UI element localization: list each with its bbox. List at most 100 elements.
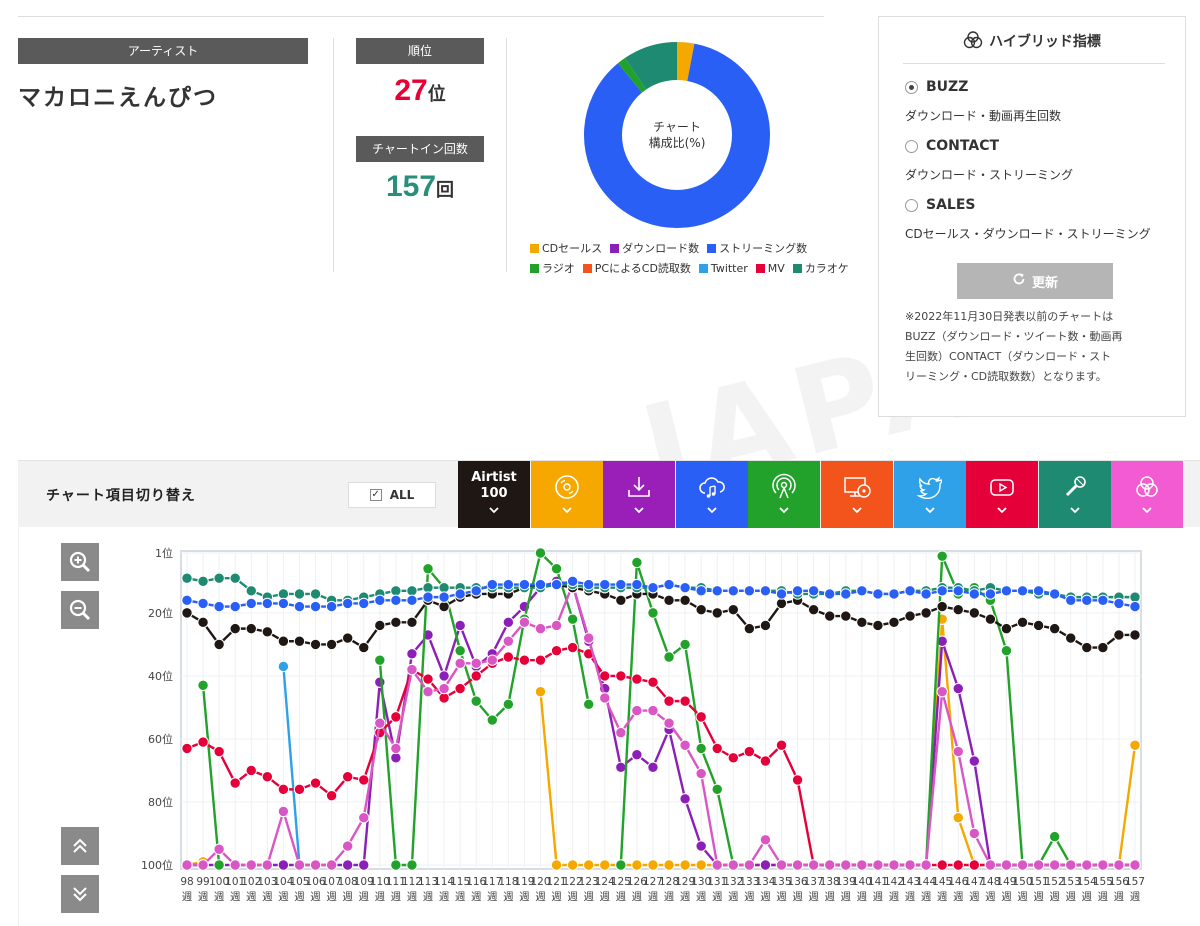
point-airtist[interactable]	[856, 616, 868, 629]
tab-download[interactable]	[603, 461, 676, 528]
point-streaming[interactable]	[695, 585, 707, 597]
point-cd[interactable]	[566, 859, 579, 871]
point-download[interactable]	[341, 859, 354, 871]
point-radio[interactable]	[534, 547, 547, 559]
option-sales[interactable]: SALES	[905, 197, 976, 213]
point-hybrid[interactable]	[502, 635, 515, 647]
point-mv[interactable]	[341, 771, 354, 783]
point-cd[interactable]	[534, 685, 547, 698]
point-streaming[interactable]	[1097, 594, 1109, 606]
point-airtist[interactable]	[181, 607, 193, 619]
point-streaming[interactable]	[1048, 588, 1061, 600]
point-streaming[interactable]	[325, 600, 338, 613]
point-airtist[interactable]	[1016, 616, 1029, 629]
point-mv[interactable]	[936, 859, 948, 871]
radio-contact[interactable]	[905, 139, 918, 153]
point-airtist[interactable]	[390, 616, 402, 629]
point-mv[interactable]	[759, 755, 772, 767]
point-hybrid[interactable]	[872, 859, 884, 871]
point-streaming[interactable]	[952, 585, 964, 597]
point-hybrid[interactable]	[1000, 859, 1013, 871]
scroll-up-button[interactable]	[61, 827, 99, 865]
point-radio[interactable]	[695, 742, 707, 755]
point-streaming[interactable]	[470, 585, 482, 597]
point-cd[interactable]	[679, 859, 691, 871]
point-streaming[interactable]	[888, 588, 900, 600]
point-airtist[interactable]	[936, 600, 948, 613]
point-cd[interactable]	[599, 859, 611, 871]
radio-sales[interactable]	[905, 198, 918, 212]
point-airtist[interactable]	[358, 641, 370, 654]
point-streaming[interactable]	[1081, 594, 1093, 606]
point-download[interactable]	[277, 859, 290, 871]
point-hybrid[interactable]	[1016, 859, 1029, 871]
point-airtist[interactable]	[759, 619, 772, 632]
point-airtist[interactable]	[1113, 629, 1125, 641]
update-button[interactable]: 更新	[957, 263, 1113, 299]
zoom-out-button[interactable]	[61, 591, 99, 629]
point-radio[interactable]	[422, 563, 434, 575]
option-contact[interactable]: CONTACT	[905, 138, 999, 154]
point-streaming[interactable]	[582, 578, 595, 591]
point-hybrid[interactable]	[807, 859, 820, 871]
point-hybrid[interactable]	[197, 859, 209, 871]
point-download[interactable]	[968, 755, 981, 767]
point-mv[interactable]	[550, 644, 563, 657]
point-mv[interactable]	[727, 752, 740, 764]
point-mv[interactable]	[968, 859, 981, 871]
point-hybrid[interactable]	[1032, 859, 1045, 871]
point-download[interactable]	[952, 682, 964, 695]
point-hybrid[interactable]	[1048, 859, 1061, 871]
point-mv[interactable]	[711, 742, 723, 755]
point-hybrid[interactable]	[1065, 859, 1077, 871]
point-hybrid[interactable]	[952, 745, 964, 758]
point-karaoke[interactable]	[390, 585, 402, 597]
point-radio[interactable]	[615, 859, 627, 871]
point-airtist[interactable]	[325, 638, 338, 651]
zoom-in-button[interactable]	[61, 543, 99, 581]
point-airtist[interactable]	[309, 638, 322, 651]
point-mv[interactable]	[775, 739, 788, 751]
tab-radio[interactable]	[748, 461, 821, 528]
point-radio[interactable]	[374, 654, 386, 666]
point-streaming[interactable]	[518, 578, 531, 591]
point-mv[interactable]	[197, 736, 209, 748]
point-hybrid[interactable]	[1129, 859, 1141, 871]
point-radio[interactable]	[390, 859, 402, 871]
point-airtist[interactable]	[406, 616, 418, 629]
point-streaming[interactable]	[566, 575, 579, 588]
point-radio[interactable]	[711, 783, 723, 796]
point-download[interactable]	[390, 752, 402, 764]
point-streaming[interactable]	[840, 588, 852, 600]
point-airtist[interactable]	[213, 638, 225, 651]
point-streaming[interactable]	[663, 578, 675, 591]
point-airtist[interactable]	[615, 594, 627, 606]
point-radio[interactable]	[566, 613, 579, 625]
point-streaming[interactable]	[1016, 585, 1029, 597]
point-hybrid[interactable]	[438, 682, 450, 695]
point-streaming[interactable]	[374, 594, 386, 606]
point-mv[interactable]	[599, 670, 611, 682]
point-hybrid[interactable]	[759, 834, 772, 846]
point-hybrid[interactable]	[261, 859, 274, 871]
point-mv[interactable]	[952, 859, 964, 871]
point-airtist[interactable]	[743, 622, 756, 635]
point-hybrid[interactable]	[936, 685, 948, 698]
point-streaming[interactable]	[277, 597, 290, 610]
point-streaming[interactable]	[390, 594, 402, 606]
point-streaming[interactable]	[1065, 594, 1077, 606]
point-hybrid[interactable]	[968, 827, 981, 840]
point-hybrid[interactable]	[374, 717, 386, 729]
point-hybrid[interactable]	[824, 859, 836, 871]
point-airtist[interactable]	[1081, 641, 1093, 654]
point-hybrid[interactable]	[325, 859, 338, 871]
point-streaming[interactable]	[422, 591, 434, 603]
point-hybrid[interactable]	[293, 859, 306, 871]
point-hybrid[interactable]	[599, 692, 611, 704]
point-mv[interactable]	[470, 670, 482, 682]
point-airtist[interactable]	[293, 635, 306, 647]
point-karaoke[interactable]	[277, 588, 290, 600]
point-airtist[interactable]	[197, 616, 209, 629]
point-airtist[interactable]	[245, 622, 257, 635]
point-streaming[interactable]	[775, 588, 788, 600]
